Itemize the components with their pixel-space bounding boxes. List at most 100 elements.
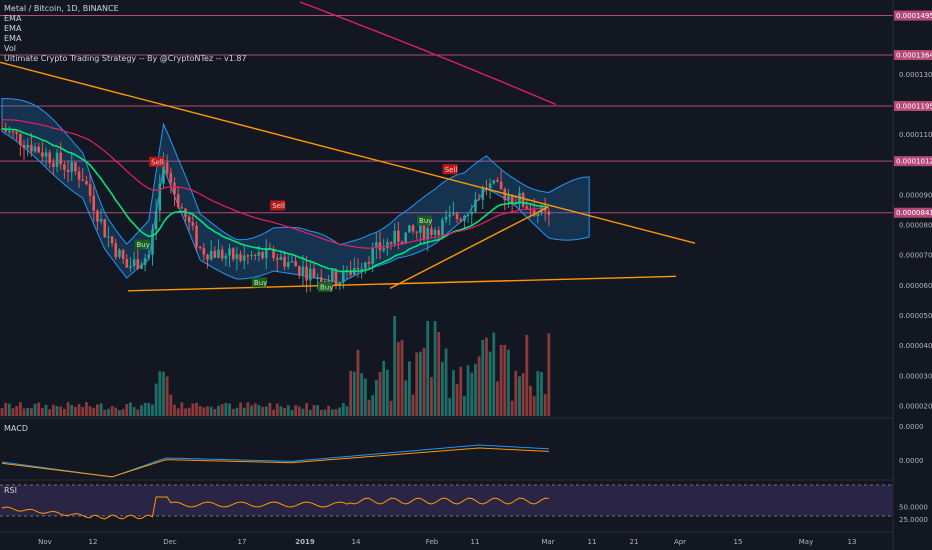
volume-bar (393, 316, 397, 416)
volume-bar (418, 351, 422, 416)
time-tick-label: 15 (734, 538, 743, 546)
candle-body (195, 225, 198, 247)
candle-body (400, 241, 404, 244)
volume-bar (209, 406, 213, 416)
volume-bar (352, 371, 356, 416)
volume-bar (129, 402, 132, 416)
volume-bar (543, 394, 547, 416)
legend-vol[interactable]: Vol (4, 44, 16, 53)
volume-bar (51, 404, 55, 416)
volume-bar (143, 402, 147, 416)
candle-body (488, 183, 492, 189)
support-trendline (127, 275, 677, 292)
legend-ema-1[interactable]: EMA (4, 14, 22, 23)
candle-body (239, 254, 242, 261)
price-badge (894, 10, 932, 21)
candle-body (169, 172, 173, 183)
signal-label: Buy (419, 217, 432, 225)
candle-body (477, 199, 481, 201)
candle-body (529, 209, 532, 211)
volume-bar (470, 372, 474, 416)
volume-bar (294, 405, 297, 416)
trendlines[interactable] (0, 61, 696, 292)
signal-label: Sell (272, 202, 285, 210)
volume-bar (92, 407, 96, 416)
volume-bar (371, 395, 375, 416)
candle-body (59, 152, 63, 165)
volume-bar (62, 408, 66, 416)
volume-bar (444, 348, 448, 416)
volume-bar (481, 339, 485, 416)
candle-body (367, 262, 371, 264)
legend-ema-3[interactable]: EMA (4, 34, 22, 43)
volume-bar (224, 402, 228, 416)
candle-body (191, 222, 195, 226)
volume-bar (0, 408, 4, 416)
volume-bar (455, 384, 459, 416)
candle-body (474, 199, 477, 212)
volume-bar (246, 402, 250, 416)
candle-body (103, 219, 107, 238)
volume-bar (448, 397, 452, 416)
candle-body (507, 195, 510, 201)
time-tick-label: 11 (588, 538, 597, 546)
volume-bar (103, 409, 107, 416)
candle-body (4, 128, 7, 132)
volume-bar (191, 403, 195, 416)
volume-bar (136, 409, 140, 416)
candle-body (121, 249, 125, 260)
volume-bar (503, 344, 507, 416)
candle-body (411, 225, 415, 232)
volume-bar (220, 404, 224, 416)
volume-bar (26, 407, 30, 416)
ema-long-line (299, 1, 557, 106)
price-badge (894, 156, 932, 167)
rsi-tick-label: 25.0000 (899, 516, 928, 524)
volume-bar (441, 361, 444, 416)
candle-body (147, 254, 151, 259)
candle-body (125, 259, 129, 268)
legend-ema-2[interactable]: EMA (4, 24, 22, 33)
candle-body (389, 242, 393, 244)
candle-body (301, 266, 305, 276)
volume-bar (459, 366, 463, 416)
legend-strategy[interactable]: Ultimate Crypto Trading Strategy -- By @… (4, 54, 247, 63)
price-badge (894, 50, 932, 61)
horizontal-levels (0, 15, 893, 214)
volume-bar (316, 405, 320, 416)
volume-bar (110, 406, 114, 416)
candle-body (275, 258, 279, 260)
legend-title: Metal / Bitcoin, 1D, BINANCE (4, 4, 119, 13)
candle-body (448, 214, 452, 217)
candle-body (499, 181, 503, 189)
volume-bar (96, 404, 99, 416)
candle-body (404, 232, 407, 244)
time-tick-label: 14 (352, 538, 361, 546)
candle-body (231, 248, 235, 259)
candle-body (114, 243, 118, 258)
candle-body (110, 236, 114, 244)
volume-bar (140, 405, 143, 416)
time-tick-label: Dec (163, 538, 177, 546)
candle-body (455, 213, 459, 219)
candle-body (356, 268, 360, 270)
candle-body (81, 179, 85, 182)
price-badge-label: 0.0001495 (896, 12, 932, 20)
volume-bar (22, 408, 26, 416)
candle-body (272, 248, 275, 259)
volume-bar (338, 407, 342, 416)
macd-signal-line (1, 447, 549, 478)
volume-bar (492, 332, 496, 416)
candle-body (77, 171, 81, 180)
candle-body (235, 254, 239, 259)
rsi-pane: 50.0000 25.0000 (0, 484, 928, 524)
signal-badge (417, 215, 433, 226)
candle-body (66, 169, 70, 172)
price-badge-label: 0.0001012 (896, 158, 932, 166)
indicator-lines (1, 1, 557, 273)
time-tick-label: 21 (630, 538, 639, 546)
